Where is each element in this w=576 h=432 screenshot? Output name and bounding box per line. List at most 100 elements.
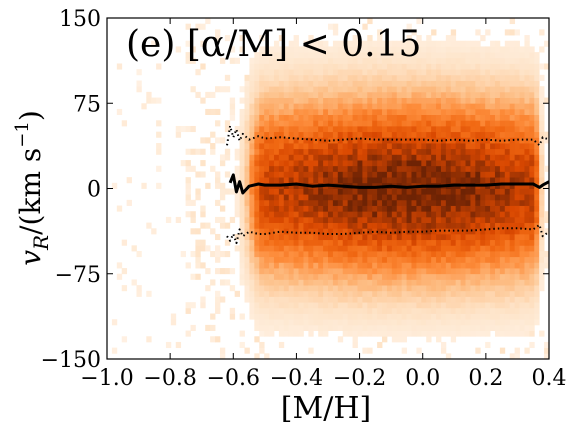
heatmap-cell — [475, 131, 481, 138]
heatmap-cell — [328, 285, 334, 292]
heatmap-cell — [288, 279, 295, 286]
heatmap-cell — [249, 148, 255, 155]
heatmap-cell — [470, 319, 476, 326]
heatmap-cell — [313, 177, 319, 184]
heatmap-cell — [396, 290, 403, 297]
heatmap-cell — [406, 302, 412, 309]
heatmap-cell — [195, 245, 201, 252]
heatmap-cell — [273, 199, 280, 206]
heatmap-cell — [278, 103, 285, 110]
heatmap-cell — [298, 120, 304, 127]
heatmap-cell — [519, 302, 525, 309]
heatmap-cell — [401, 74, 407, 81]
heatmap-cell — [308, 108, 314, 116]
heatmap-cell — [411, 63, 417, 70]
heatmap-cell — [411, 268, 417, 275]
heatmap-cell — [244, 91, 250, 98]
heatmap-cell — [219, 216, 226, 223]
heatmap-cell — [416, 131, 422, 138]
heatmap-cell — [436, 114, 442, 121]
heatmap-cell — [377, 154, 383, 161]
heatmap-cell — [259, 307, 265, 314]
heatmap-cell — [303, 97, 309, 104]
heatmap-cell — [465, 251, 471, 258]
heatmap-cell — [332, 103, 339, 110]
heatmap-cell — [519, 177, 525, 184]
heatmap-cell — [288, 216, 295, 223]
heatmap-cell — [524, 239, 530, 246]
heatmap-cell — [421, 205, 427, 212]
heatmap-cell — [485, 69, 491, 76]
heatmap-cell — [411, 307, 417, 314]
heatmap-cell — [411, 91, 417, 98]
heatmap-cell — [298, 80, 304, 87]
heatmap-cell — [382, 199, 388, 206]
heatmap-cell — [529, 273, 535, 280]
heatmap-cell — [298, 285, 304, 292]
heatmap-cell — [509, 324, 516, 331]
heatmap-cell — [440, 131, 447, 138]
heatmap-cell — [323, 319, 329, 326]
heatmap-cell — [215, 245, 221, 252]
heatmap-cell — [372, 279, 378, 286]
heatmap-cell — [337, 165, 344, 172]
heatmap-cell — [490, 63, 496, 70]
heatmap-cell — [215, 120, 221, 127]
heatmap-cell — [416, 63, 422, 70]
heatmap-cell — [431, 86, 437, 93]
heatmap-cell — [328, 114, 334, 121]
heatmap-cell — [421, 160, 427, 167]
heatmap-cell — [328, 307, 334, 314]
heatmap-cell — [352, 154, 358, 161]
heatmap-cell — [475, 324, 481, 331]
heatmap-cell — [455, 143, 461, 150]
heatmap-cell — [421, 233, 427, 241]
heatmap-cell — [480, 239, 486, 246]
heatmap-cell — [313, 103, 319, 110]
heatmap-cell — [269, 80, 275, 87]
heatmap-cell — [224, 74, 231, 81]
heatmap-cell — [200, 222, 206, 229]
heatmap-cell — [391, 120, 398, 127]
heatmap-cell — [386, 239, 393, 246]
heatmap-cell — [494, 143, 501, 150]
heatmap-cell — [445, 285, 452, 292]
heatmap-cell — [406, 108, 412, 116]
heatmap-cell — [544, 251, 550, 258]
heatmap-cell — [342, 199, 349, 206]
heatmap-cell — [264, 285, 270, 292]
heatmap-cell — [357, 52, 363, 59]
heatmap-cell — [332, 296, 339, 303]
heatmap-cell — [450, 160, 457, 167]
heatmap-cell — [524, 108, 530, 116]
heatmap-cell — [514, 86, 520, 93]
heatmap-cell — [362, 80, 368, 87]
heatmap-cell — [519, 108, 525, 116]
heatmap-cell — [146, 336, 152, 343]
heatmap-cell — [465, 57, 471, 64]
heatmap-cell — [195, 148, 201, 155]
heatmap-cell — [303, 137, 309, 144]
heatmap-cell — [185, 302, 191, 309]
heatmap-cell — [445, 154, 452, 161]
heatmap-cell — [436, 245, 442, 252]
heatmap-cell — [254, 285, 260, 292]
heatmap-cell — [185, 23, 191, 30]
heatmap-cell — [323, 188, 329, 195]
heatmap-cell — [342, 108, 349, 116]
heatmap-cell — [401, 262, 407, 269]
heatmap-cell — [534, 143, 540, 150]
heatmap-cell — [529, 165, 535, 172]
heatmap-cell — [323, 160, 329, 167]
heatmap-cell — [450, 177, 457, 184]
heatmap-cell — [539, 268, 545, 275]
heatmap-cell — [436, 262, 442, 269]
heatmap-cell — [509, 63, 516, 70]
heatmap-cell — [372, 154, 378, 161]
heatmap-cell — [347, 285, 353, 292]
heatmap-cell — [332, 313, 339, 320]
heatmap-cell — [519, 279, 525, 286]
heatmap-cell — [288, 108, 295, 116]
heatmap-cell — [259, 74, 265, 81]
heatmap-cell — [254, 239, 260, 246]
